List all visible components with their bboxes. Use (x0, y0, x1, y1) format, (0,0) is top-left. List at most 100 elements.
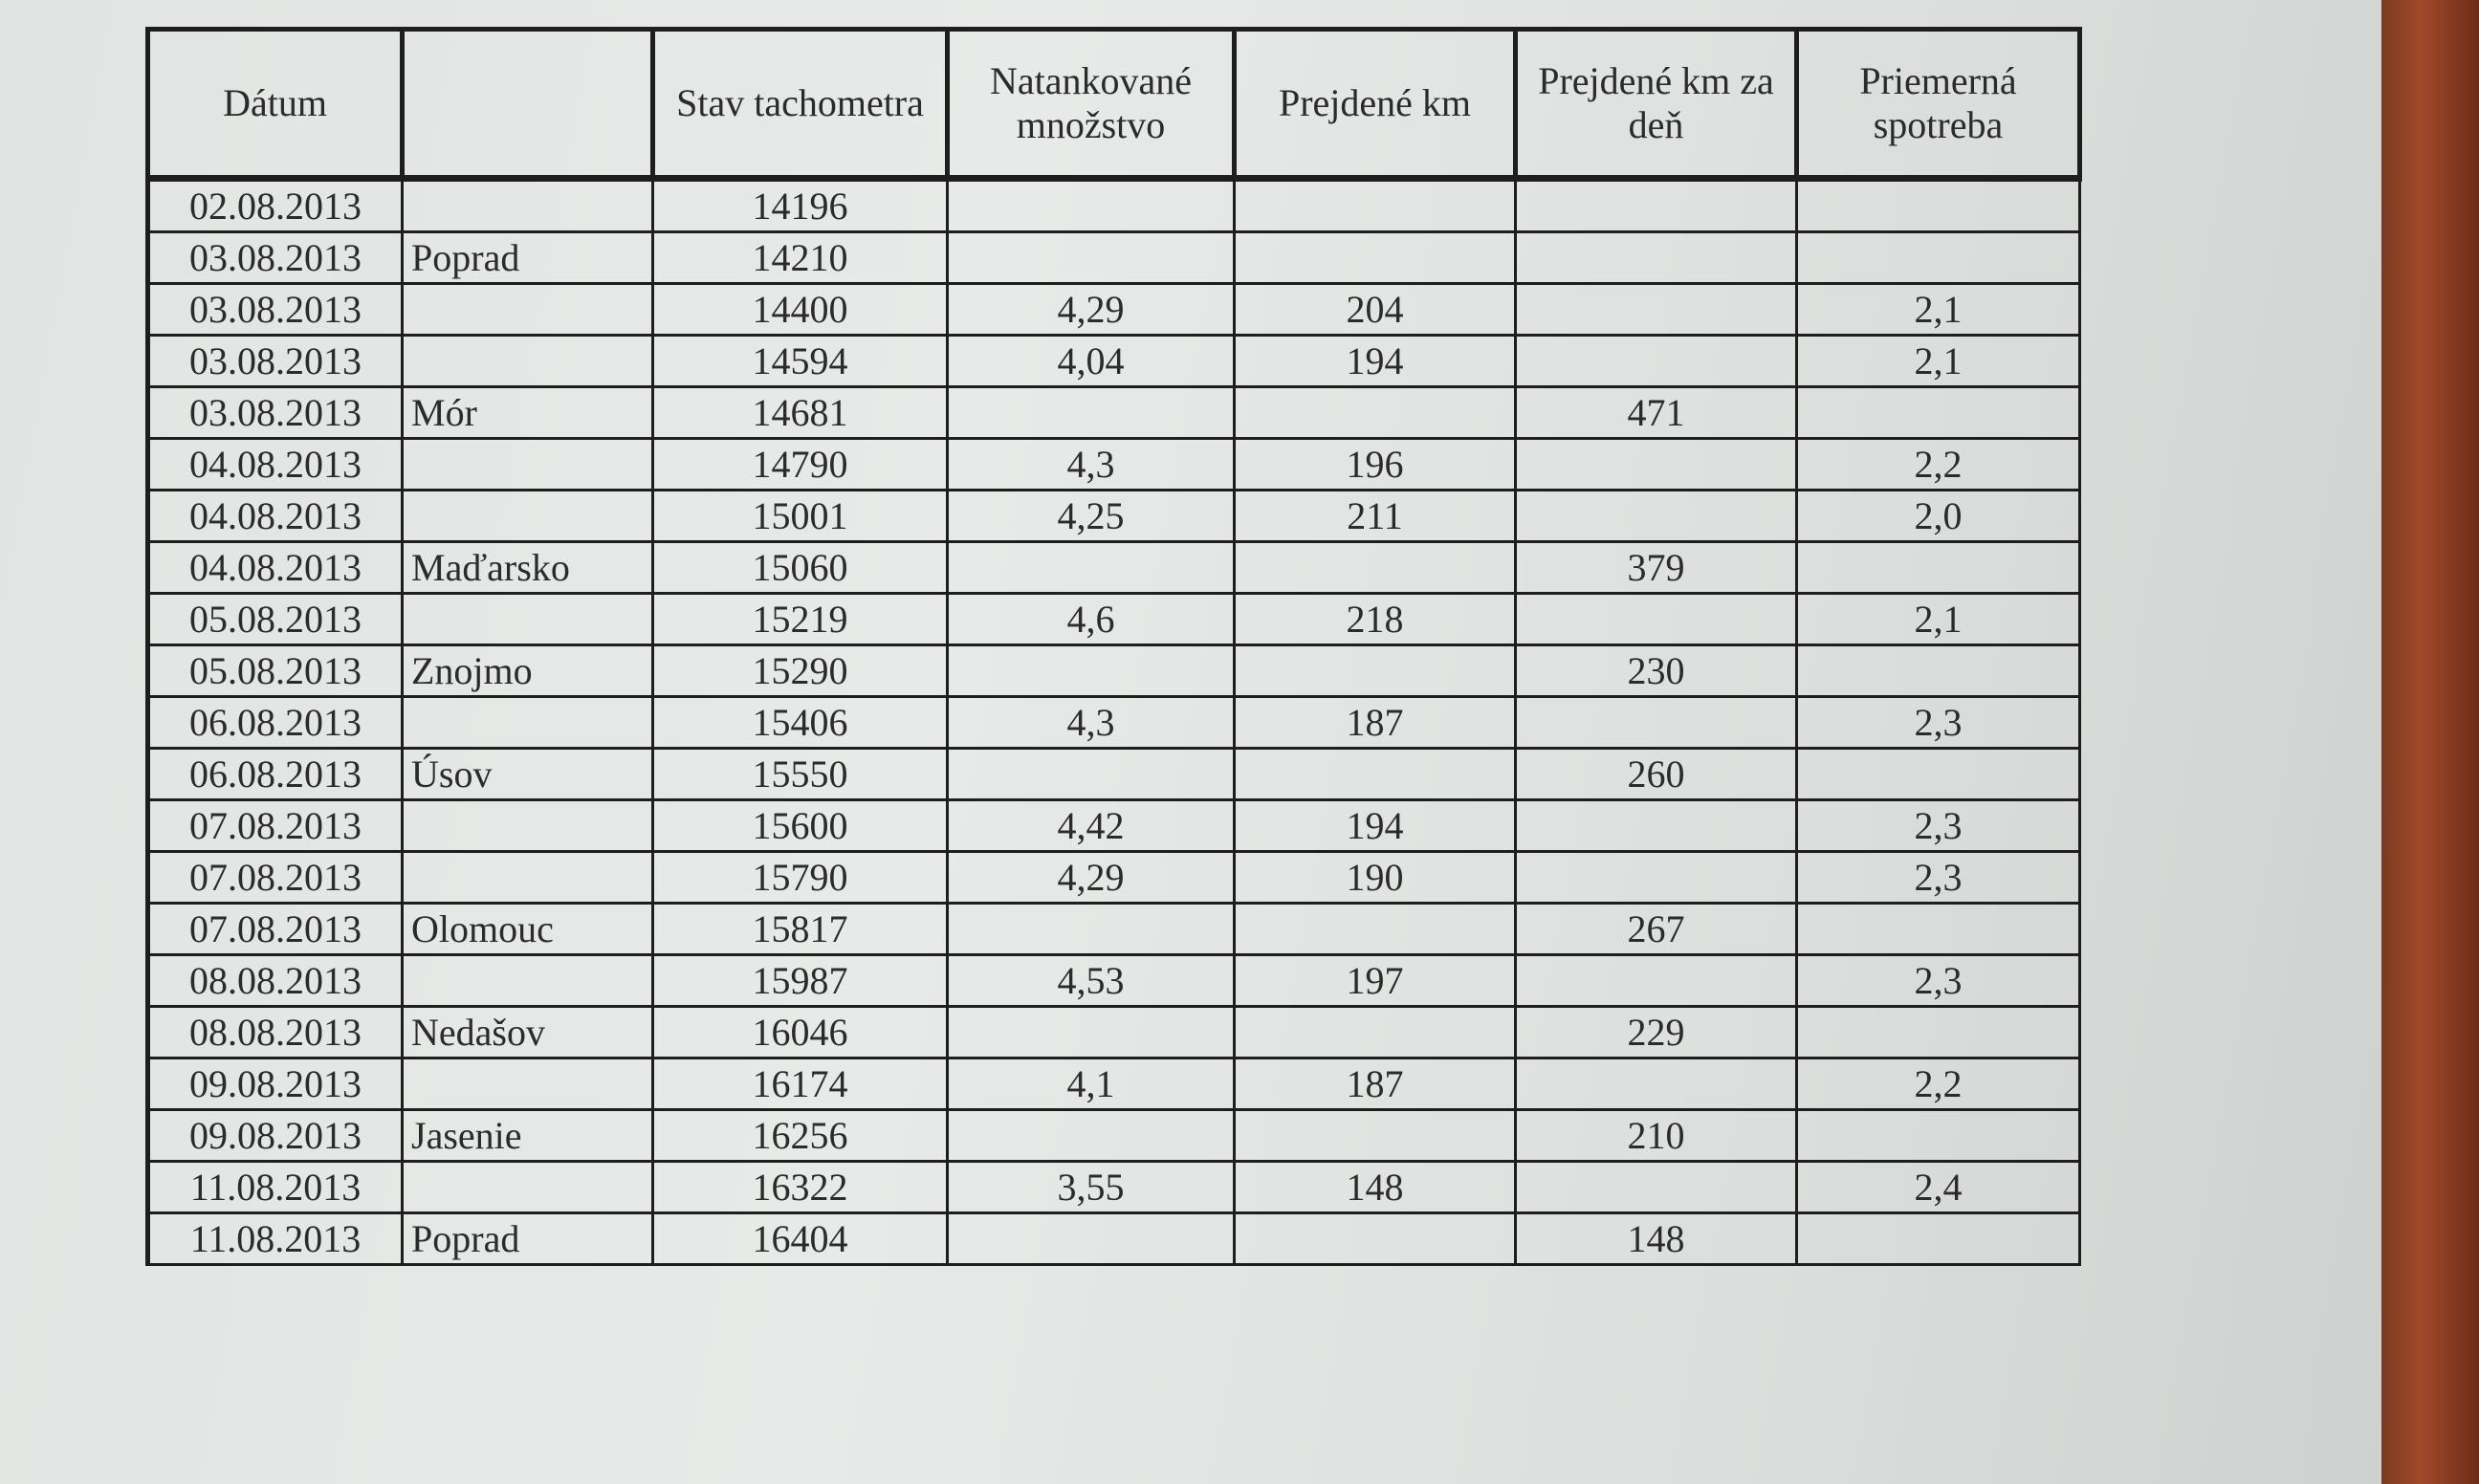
km-per-day-cell (1514, 592, 1798, 646)
km-driven-cell: 187 (1233, 695, 1517, 750)
fuel-amount-cell (946, 540, 1236, 595)
date-header: Dátum (145, 27, 405, 182)
avg-consumption-cell: 2,3 (1795, 850, 2081, 905)
odometer-cell: 16174 (651, 1057, 949, 1111)
fuel-amount-cell: 4,1 (946, 1057, 1236, 1111)
date-cell: 03.08.2013 (145, 334, 404, 388)
odometer-cell: 14210 (651, 230, 949, 285)
table-body: 02.08.2013 14196 03.08.2013 Poprad 14210 03.0… (145, 177, 2081, 1266)
fuel-amount-header: Natankované množstvo (945, 27, 1237, 182)
km-per-day-cell (1514, 437, 1798, 491)
km-per-day-cell: 229 (1514, 1005, 1798, 1059)
date-cell: 06.08.2013 (145, 695, 404, 750)
table-row: 06.08.2013 Úsov 15550 260 (145, 747, 2081, 801)
place-cell (401, 177, 654, 233)
date-cell: 03.08.2013 (145, 230, 404, 285)
table-row: 03.08.2013 14400 4,29 204 2,1 (145, 282, 2081, 337)
km-per-day-cell: 230 (1514, 644, 1798, 698)
km-per-day-cell: 267 (1514, 902, 1798, 956)
table-row: 07.08.2013 15600 4,42 194 2,3 (145, 798, 2081, 853)
odometer-cell: 16404 (651, 1211, 949, 1266)
date-cell: 02.08.2013 (145, 177, 404, 233)
date-cell: 06.08.2013 (145, 747, 404, 801)
odometer-cell: 15290 (651, 644, 949, 698)
km-per-day-cell (1514, 177, 1798, 233)
odometer-cell: 15060 (651, 540, 949, 595)
fuel-amount-cell (946, 385, 1236, 440)
date-cell: 07.08.2013 (145, 798, 404, 853)
fuel-amount-cell: 4,3 (946, 437, 1236, 491)
fuel-amount-cell (946, 1108, 1236, 1163)
table-row: 07.08.2013 15790 4,29 190 2,3 (145, 850, 2081, 905)
km-per-day-cell (1514, 334, 1798, 388)
km-driven-cell: 190 (1233, 850, 1517, 905)
table-row: 03.08.2013 Poprad 14210 (145, 230, 2081, 285)
table-row: 03.08.2013 14594 4,04 194 2,1 (145, 334, 2081, 388)
date-cell: 07.08.2013 (145, 902, 404, 956)
table-row: 02.08.2013 14196 (145, 177, 2081, 233)
km-driven-cell (1233, 747, 1517, 801)
odometer-cell: 15550 (651, 747, 949, 801)
avg-consumption-cell (1795, 1211, 2081, 1266)
km-driven-cell (1233, 902, 1517, 956)
km-driven-header: Prejdené km (1232, 27, 1518, 182)
place-cell: Nedašov (401, 1005, 654, 1059)
odometer-cell: 14196 (651, 177, 949, 233)
date-cell: 05.08.2013 (145, 644, 404, 698)
table-row: 07.08.2013 Olomouc 15817 267 (145, 902, 2081, 956)
km-per-day-cell: 379 (1514, 540, 1798, 595)
odometer-cell: 15600 (651, 798, 949, 853)
avg-consumption-cell: 2,2 (1795, 437, 2081, 491)
place-cell: Olomouc (401, 902, 654, 956)
km-per-day-cell (1514, 489, 1798, 543)
km-driven-cell: 211 (1233, 489, 1517, 543)
avg-consumption-cell: 2,1 (1795, 282, 2081, 337)
date-cell: 05.08.2013 (145, 592, 404, 646)
fuel-amount-cell: 4,04 (946, 334, 1236, 388)
odometer-cell: 14400 (651, 282, 949, 337)
table-header: Dátum Stav tachometra Natankované množstvo… (145, 27, 2082, 182)
place-cell (401, 953, 654, 1008)
avg-consumption-cell: 2,3 (1795, 798, 2081, 853)
place-cell (401, 282, 654, 337)
desk-surface (2381, 0, 2479, 1484)
odometer-cell: 15406 (651, 695, 949, 750)
km-driven-cell: 197 (1233, 953, 1517, 1008)
km-per-day-cell: 148 (1514, 1211, 1798, 1266)
fuel-log-table: Dátum Stav tachometra Natankované množstvo… (145, 27, 2082, 1266)
place-cell (401, 592, 654, 646)
table-row: 06.08.2013 15406 4,3 187 2,3 (145, 695, 2081, 750)
fuel-amount-cell: 4,3 (946, 695, 1236, 750)
km-driven-cell: 187 (1233, 1057, 1517, 1111)
place-cell (401, 798, 654, 853)
avg-consumption-cell: 2,1 (1795, 334, 2081, 388)
odometer-cell: 15219 (651, 592, 949, 646)
km-per-day-cell: 260 (1514, 747, 1798, 801)
place-header (400, 27, 655, 182)
table-row: 09.08.2013 Jasenie 16256 210 (145, 1108, 2081, 1163)
km-driven-cell: 196 (1233, 437, 1517, 491)
fuel-amount-cell (946, 230, 1236, 285)
date-cell: 07.08.2013 (145, 850, 404, 905)
fuel-amount-cell: 4,53 (946, 953, 1236, 1008)
avg-consumption-cell: 2,3 (1795, 953, 2081, 1008)
odometer-cell: 15817 (651, 902, 949, 956)
odometer-cell: 16046 (651, 1005, 949, 1059)
table-row: 11.08.2013 16322 3,55 148 2,4 (145, 1160, 2081, 1214)
odometer-cell: 14594 (651, 334, 949, 388)
fuel-amount-cell (946, 902, 1236, 956)
fuel-amount-cell (946, 1005, 1236, 1059)
odometer-cell: 15001 (651, 489, 949, 543)
avg-consumption-cell: 2,2 (1795, 1057, 2081, 1111)
fuel-amount-cell: 4,6 (946, 592, 1236, 646)
table-row: 08.08.2013 Nedašov 16046 229 (145, 1005, 2081, 1059)
fuel-amount-cell (946, 177, 1236, 233)
place-cell: Poprad (401, 230, 654, 285)
avg-consumption-cell (1795, 177, 2081, 233)
date-cell: 03.08.2013 (145, 282, 404, 337)
km-driven-cell: 194 (1233, 334, 1517, 388)
km-per-day-cell (1514, 1160, 1798, 1214)
avg-consumption-cell: 2,0 (1795, 489, 2081, 543)
fuel-amount-cell (946, 1211, 1236, 1266)
table-row: 03.08.2013 Mór 14681 471 (145, 385, 2081, 440)
